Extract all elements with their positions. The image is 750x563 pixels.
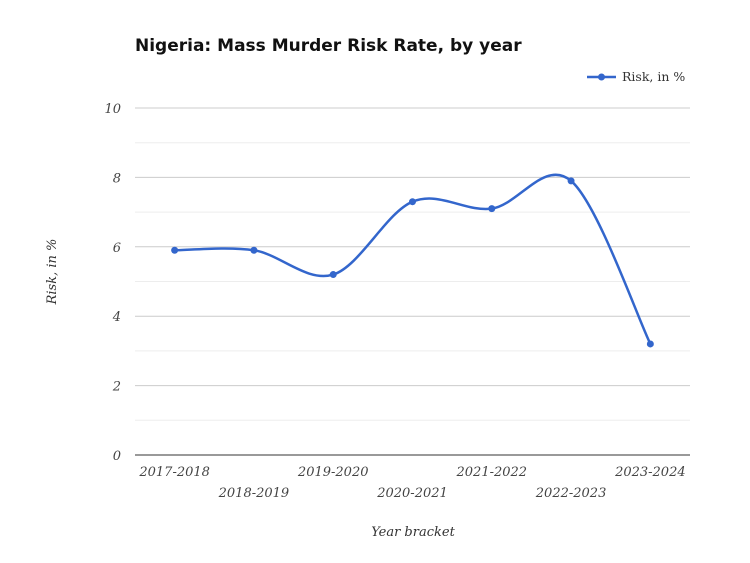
legend-marker: [598, 73, 605, 81]
x-tick-label: 2018-2019: [218, 486, 290, 501]
x-tick-label: 2020-2021: [376, 486, 448, 501]
x-tick-label: 2017-2018: [138, 465, 210, 480]
y-axis-title: Risk, in %: [45, 239, 60, 306]
data-point: [646, 340, 654, 348]
data-point: [329, 271, 337, 279]
y-tick-label: 10: [104, 102, 121, 117]
y-tick-label: 2: [112, 380, 121, 395]
x-tick-label: 2022-2023: [535, 486, 607, 501]
x-tick-label: 2021-2022: [456, 465, 528, 480]
y-tick-label: 0: [113, 449, 121, 464]
y-tick-label: 8: [113, 171, 121, 186]
chart-title: Nigeria: Mass Murder Risk Rate, by year: [135, 36, 522, 56]
x-axis-title: Year bracket: [371, 525, 455, 540]
series-line: [174, 173, 652, 345]
y-tick-label: 4: [112, 310, 121, 325]
legend-label: Risk, in %: [622, 69, 685, 84]
x-tick-label: 2019-2020: [297, 465, 369, 480]
x-tick-label: 2023-2024: [614, 465, 686, 480]
data-point: [567, 177, 575, 185]
y-tick-label: 6: [113, 241, 121, 256]
data-point: [250, 246, 258, 254]
data-point: [409, 198, 416, 206]
data-point: [171, 246, 179, 254]
data-point: [488, 205, 496, 213]
